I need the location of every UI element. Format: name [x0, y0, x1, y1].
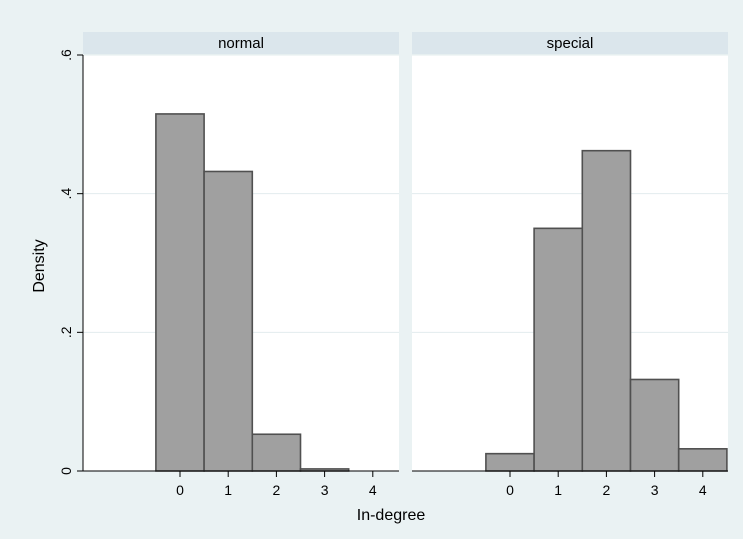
y-tick-label: .2 [58, 326, 74, 338]
bar [581, 149, 632, 472]
bar [251, 433, 302, 472]
x-tick-label: 1 [554, 482, 562, 498]
panel-header [412, 32, 728, 54]
x-axis-label: In-degree [357, 507, 426, 524]
x-tick-label: 4 [699, 482, 707, 498]
x-tick-label: 0 [176, 482, 184, 498]
bar [485, 452, 535, 472]
y-axis-label: Density [31, 239, 48, 292]
y-tick-label: 0 [58, 467, 74, 475]
bar [203, 170, 254, 472]
x-tick-label: 3 [321, 482, 329, 498]
x-tick-label: 3 [651, 482, 659, 498]
y-axis: 0 .2 .4 .6 [58, 49, 84, 475]
bar [677, 448, 728, 472]
x-tick-label: 0 [506, 482, 514, 498]
x-tick-label: 4 [369, 482, 377, 498]
panel-title: normal [218, 35, 264, 52]
bar [155, 113, 205, 472]
panel-special: special 0 1 2 3 4 [412, 32, 728, 498]
x-tick-label: 2 [603, 482, 611, 498]
y-tick-label: .6 [58, 49, 74, 61]
y-tick-label: .4 [58, 188, 74, 200]
panel-normal: normal 0 1 2 3 4 [83, 32, 399, 498]
panel-title: special [547, 35, 594, 52]
x-tick-label: 1 [224, 482, 232, 498]
facet-panels: normal 0 1 2 3 4 special 0 1 2 3 4 [83, 32, 728, 498]
bar [533, 227, 584, 472]
bar [629, 378, 680, 472]
x-tick-label: 2 [273, 482, 281, 498]
panel-header [83, 32, 399, 54]
